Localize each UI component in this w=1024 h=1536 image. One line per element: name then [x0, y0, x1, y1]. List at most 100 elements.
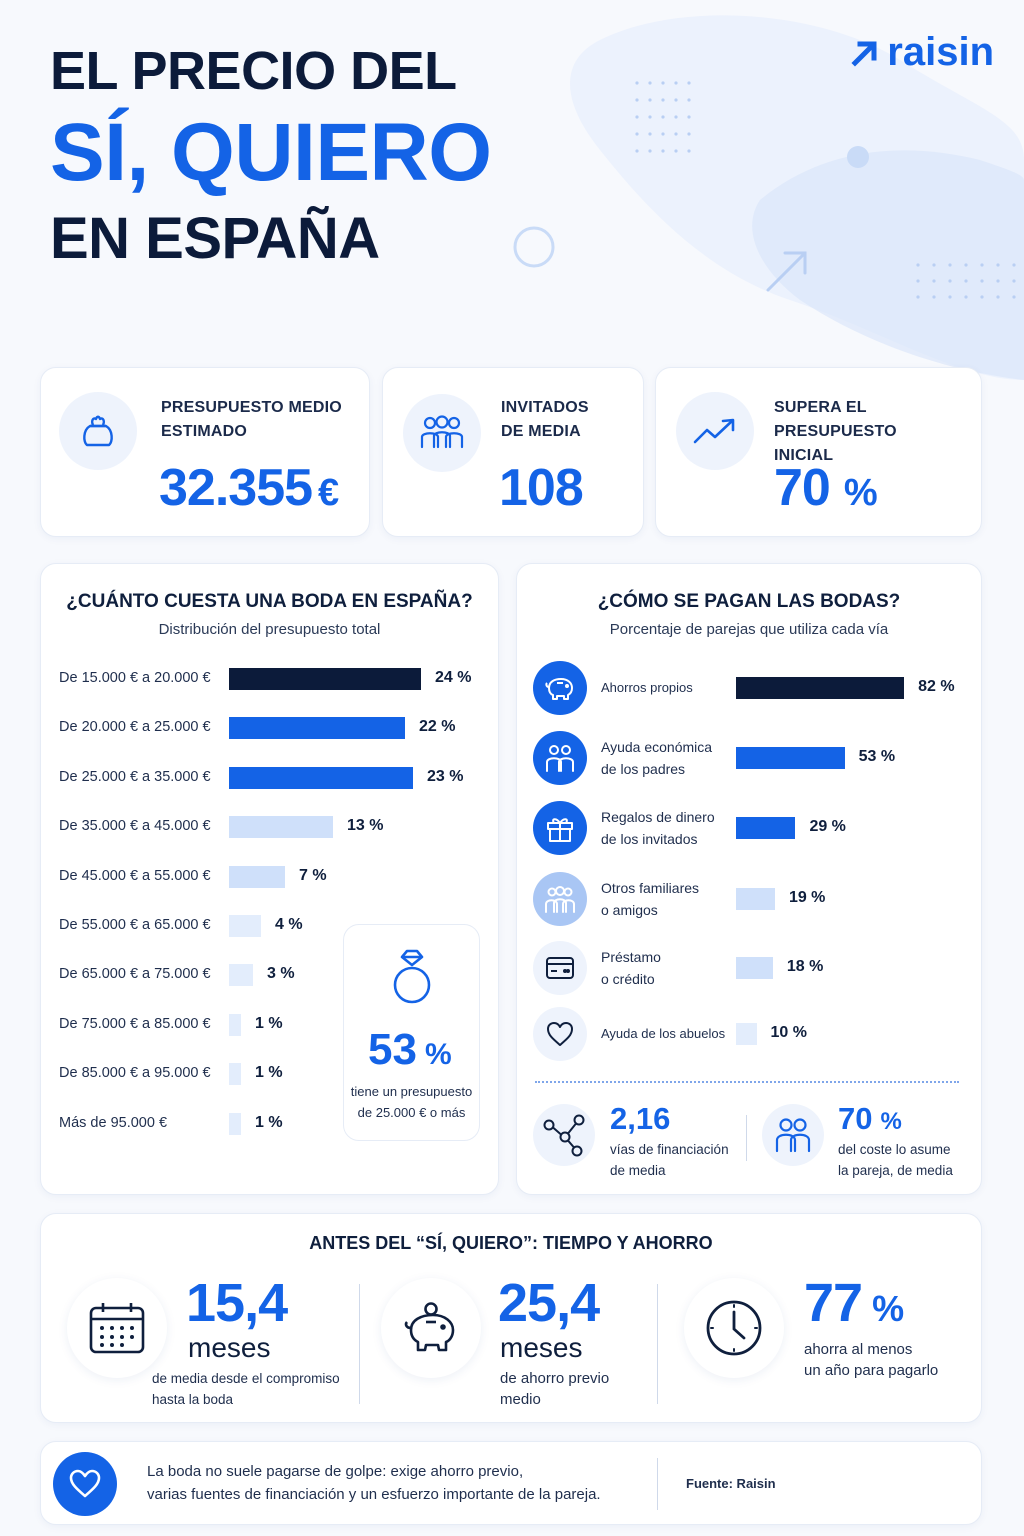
kpi-unit-budget: €: [318, 472, 339, 514]
couple-icon: [762, 1104, 824, 1166]
cost-bar-value: 4 %: [275, 916, 303, 933]
cost-bar-value: 22 %: [419, 718, 456, 736]
cost-bar: [229, 1063, 241, 1086]
footer-card: La boda no suele pagarse de golpe: exige…: [40, 1441, 982, 1525]
time-text-engagement: de media desde el compromiso hasta la bo…: [152, 1371, 340, 1407]
footer-heart-icon: [53, 1452, 117, 1516]
pay-bar: [736, 677, 905, 699]
title-line-3: EN ESPAÑA: [50, 206, 380, 271]
family-icon: [533, 872, 587, 926]
stat-divider: [746, 1115, 747, 1161]
cost-bar: [229, 865, 285, 888]
kpi-value-guests: 108: [499, 458, 584, 518]
cost-category-label: De 85.000 € a 95.000 €: [59, 1065, 211, 1082]
footer-text: La boda no suele pagarse de golpe: exige…: [147, 1463, 601, 1503]
cost-section-subtitle: Distribución del presupuesto total: [158, 621, 381, 638]
kpi-value-budget: 32.355 €: [159, 458, 339, 518]
money-bag-icon: [59, 392, 137, 470]
people-icon: [403, 394, 481, 472]
pay-bar-value: 19 %: [788, 889, 826, 906]
title-line-2: SÍ, QUIERO: [50, 107, 492, 198]
pay-category-label: Ayuda de los abuelos: [601, 1026, 726, 1041]
piggy-bank-savings-icon: [381, 1278, 481, 1378]
trend-up-icon: [676, 392, 754, 470]
cost-bar: [229, 766, 413, 789]
stat-financing-value: 2,16: [610, 1101, 671, 1136]
highlight-unit: %: [424, 1038, 452, 1071]
parents-icon: [533, 731, 587, 785]
cost-category-label: De 75.000 € a 85.000 €: [59, 1015, 211, 1032]
background-decoration: [513, 15, 1024, 381]
cost-bar: [229, 1112, 241, 1135]
time-number-year: 77: [804, 1273, 863, 1333]
cost-category-label: De 65.000 € a 75.000 €: [59, 966, 211, 983]
kpi-number-over-budget: 70: [774, 459, 831, 517]
cost-category-label: De 25.000 € a 35.000 €: [59, 768, 211, 785]
stat-couple-value: 70%: [838, 1101, 902, 1137]
cost-bar: [229, 668, 421, 690]
pay-bar: [736, 817, 796, 839]
pay-category-label: Ahorros propios: [601, 680, 693, 695]
payment-methods-card: ¿CÓMO SE PAGAN LAS BODAS? Porcentaje de …: [516, 563, 982, 1195]
heart-icon: [533, 1007, 587, 1061]
cost-bar-value: 1 %: [255, 1064, 283, 1082]
pay-category-label: Préstamo o crédito: [601, 949, 661, 987]
cost-bar: [229, 816, 333, 839]
kpi-card-budget: PRESUPUESTO MEDIO ESTIMADO 32.355 €: [40, 367, 370, 537]
time-value-engagement: 15,4: [186, 1273, 288, 1333]
time-text-year: ahorra al menos un año para pagarlo: [804, 1341, 939, 1379]
stat-couple-text: del coste lo asume la pareja, de media: [838, 1142, 953, 1178]
piggy-bank-icon: [533, 661, 587, 715]
time-divider-2: [657, 1284, 658, 1404]
logo-arrow-icon: [851, 40, 877, 67]
pay-bar: [736, 957, 773, 979]
cost-category-label: De 45.000 € a 55.000 €: [59, 867, 211, 884]
pay-bar: [736, 888, 775, 910]
pay-section-title: ¿CÓMO SE PAGAN LAS BODAS?: [597, 591, 901, 612]
kpi-card-over-budget: SUPERA EL PRESUPUESTO INICIAL 70%: [655, 367, 982, 537]
kpi-label-budget: PRESUPUESTO MEDIO ESTIMADO: [161, 399, 342, 440]
pay-bar-value: 53 %: [858, 748, 896, 765]
kpi-label-guests: INVITADOS DE MEDIA: [501, 399, 589, 440]
time-section-title: ANTES DEL “SÍ, QUIERO”: TIEMPO Y AHORRO: [309, 1233, 713, 1253]
cost-bar-value: 24 %: [435, 669, 472, 686]
kpi-number-budget: 32.355: [159, 459, 313, 517]
pay-bar-value: 82 %: [918, 678, 955, 695]
highlight-text: tiene un presupuesto de 25.000 € o más: [350, 1084, 473, 1120]
calendar-icon: [67, 1278, 167, 1378]
title-line-1: EL PRECIO DEL: [50, 41, 457, 101]
time-unit-savings: meses: [500, 1332, 583, 1363]
kpi-card-guests: INVITADOS DE MEDIA 108: [382, 367, 644, 537]
cost-category-label: Más de 95.000 €: [59, 1114, 168, 1131]
cost-bar-value: 23 %: [427, 767, 464, 785]
cost-category-label: De 35.000 € a 45.000 €: [59, 818, 211, 835]
pay-bar: [736, 1023, 757, 1045]
credit-card-icon: [533, 941, 587, 995]
cost-bar-value: 3 %: [267, 965, 295, 983]
logo-text: raisin: [887, 30, 994, 74]
pay-category-label: Regalos de dinero de los invitados: [601, 809, 715, 847]
stat-financing-text: vías de financiación de media: [610, 1142, 729, 1178]
kpi-label-over-budget: SUPERA EL PRESUPUESTO INICIAL: [774, 399, 897, 464]
cost-category-label: De 15.000 € a 20.000 €: [59, 670, 211, 686]
section-divider: [535, 1081, 959, 1083]
pay-bar-value: 10 %: [770, 1024, 807, 1041]
raisin-logo: raisin: [851, 30, 994, 75]
pay-category-label: Ayuda económica de los padres: [601, 739, 713, 777]
pay-bar-value: 29 %: [809, 818, 846, 835]
ring-icon: [390, 947, 434, 1012]
highlight-number: 53: [368, 1025, 417, 1074]
time-savings-card: ANTES DEL “SÍ, QUIERO”: TIEMPO Y AHORRO …: [40, 1213, 982, 1423]
cost-distribution-card: ¿CUÁNTO CUESTA UNA BODA EN ESPAÑA? Distr…: [40, 563, 499, 1195]
stat-couple-unit: %: [880, 1108, 902, 1135]
cost-bar-value: 1 %: [255, 1014, 283, 1032]
page-title: EL PRECIO DEL SÍ, QUIERO EN ESPAÑA: [50, 44, 492, 268]
kpi-unit-over-budget: %: [843, 472, 878, 514]
time-divider-1: [359, 1284, 360, 1404]
time-value-year: 77%: [804, 1272, 904, 1334]
gift-icon: [533, 801, 587, 855]
pay-bar-value: 18 %: [786, 958, 824, 975]
cost-bar-value: 7 %: [299, 866, 327, 884]
cost-bar: [229, 964, 253, 987]
footer-source: Fuente: Raisin: [686, 1476, 776, 1491]
